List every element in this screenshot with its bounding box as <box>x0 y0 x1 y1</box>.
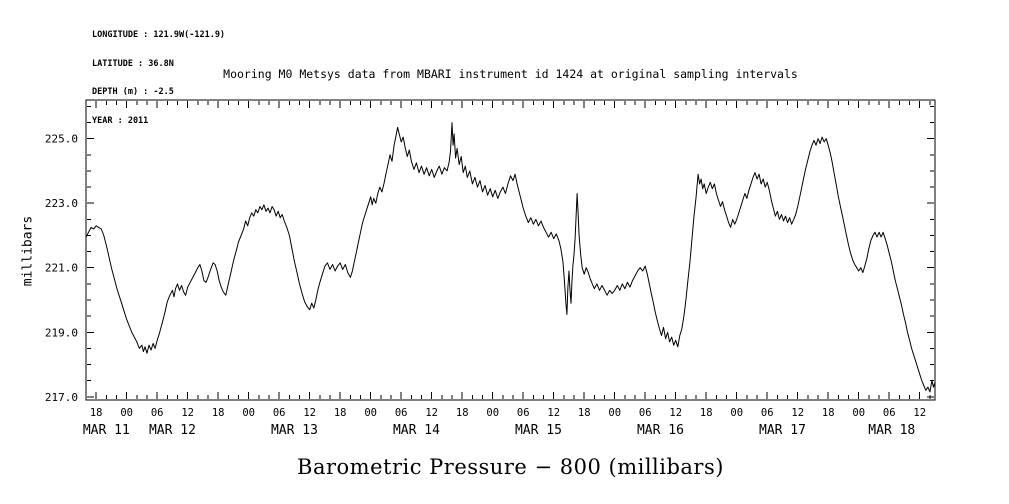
metadata-longitude: LONGITUDE : 121.9W(-121.9) <box>92 30 226 40</box>
x-date-label: MAR 18 <box>868 423 915 438</box>
x-date-label: MAR 16 <box>637 423 684 438</box>
x-tick-label: 00 <box>120 407 133 419</box>
x-tick-label: 00 <box>730 407 743 419</box>
x-tick-label: 06 <box>151 407 164 419</box>
chart-title: Mooring M0 Metsys data from MBARI instru… <box>223 67 798 81</box>
y-tick-label: 219.0 <box>45 326 78 339</box>
x-tick-label: 06 <box>395 407 408 419</box>
x-tick-label: 06 <box>639 407 652 419</box>
metadata-year: YEAR : 2011 <box>92 115 149 126</box>
x-tick-label: 18 <box>90 407 103 419</box>
x-axis-title: Barometric Pressure − 800 (millibars) <box>297 455 724 479</box>
x-tick-label: 12 <box>669 407 682 419</box>
y-tick-label: 223.0 <box>45 197 78 210</box>
x-tick-label: 12 <box>181 407 194 419</box>
x-tick-label: 12 <box>303 407 316 419</box>
x-date-label: MAR 11 <box>83 423 130 438</box>
y-tick-label: 221.0 <box>45 262 78 275</box>
metadata-block: LONGITUDE : 121.9W(-121.9) LATITUDE : 36… <box>92 12 225 136</box>
x-tick-label: 12 <box>425 407 438 419</box>
x-tick-label: 00 <box>852 407 865 419</box>
x-tick-label: 18 <box>822 407 835 419</box>
x-tick-label: 12 <box>791 407 804 419</box>
x-tick-label: 06 <box>517 407 530 419</box>
x-tick-label: 18 <box>700 407 713 419</box>
y-tick-label: 225.0 <box>45 133 78 146</box>
x-tick-label: 06 <box>273 407 286 419</box>
x-date-label: MAR 14 <box>393 423 440 438</box>
x-tick-label: 18 <box>456 407 469 419</box>
x-tick-label: 00 <box>486 407 499 419</box>
x-tick-label: 00 <box>364 407 377 419</box>
x-date-label: MAR 15 <box>515 423 562 438</box>
x-tick-label: 00 <box>608 407 621 419</box>
x-tick-label: 18 <box>578 407 591 419</box>
x-tick-label: 12 <box>547 407 560 419</box>
y-tick-label: 217.0 <box>45 391 78 404</box>
x-tick-label: 18 <box>334 407 347 419</box>
x-date-label: MAR 12 <box>149 423 196 438</box>
x-tick-label: 00 <box>242 407 255 419</box>
pressure-line <box>85 122 936 393</box>
plot-box <box>85 99 936 401</box>
metadata-latitude: LATITUDE : 36.8N <box>92 58 174 69</box>
x-tick-label: 06 <box>761 407 774 419</box>
metadata-depth: DEPTH (m) : -2.5 <box>92 87 174 97</box>
x-tick-label: 06 <box>883 407 896 419</box>
x-date-label: MAR 17 <box>759 423 806 438</box>
x-tick-label: 12 <box>913 407 926 419</box>
x-tick-label: 18 <box>212 407 225 419</box>
x-date-label: MAR 13 <box>271 423 318 438</box>
